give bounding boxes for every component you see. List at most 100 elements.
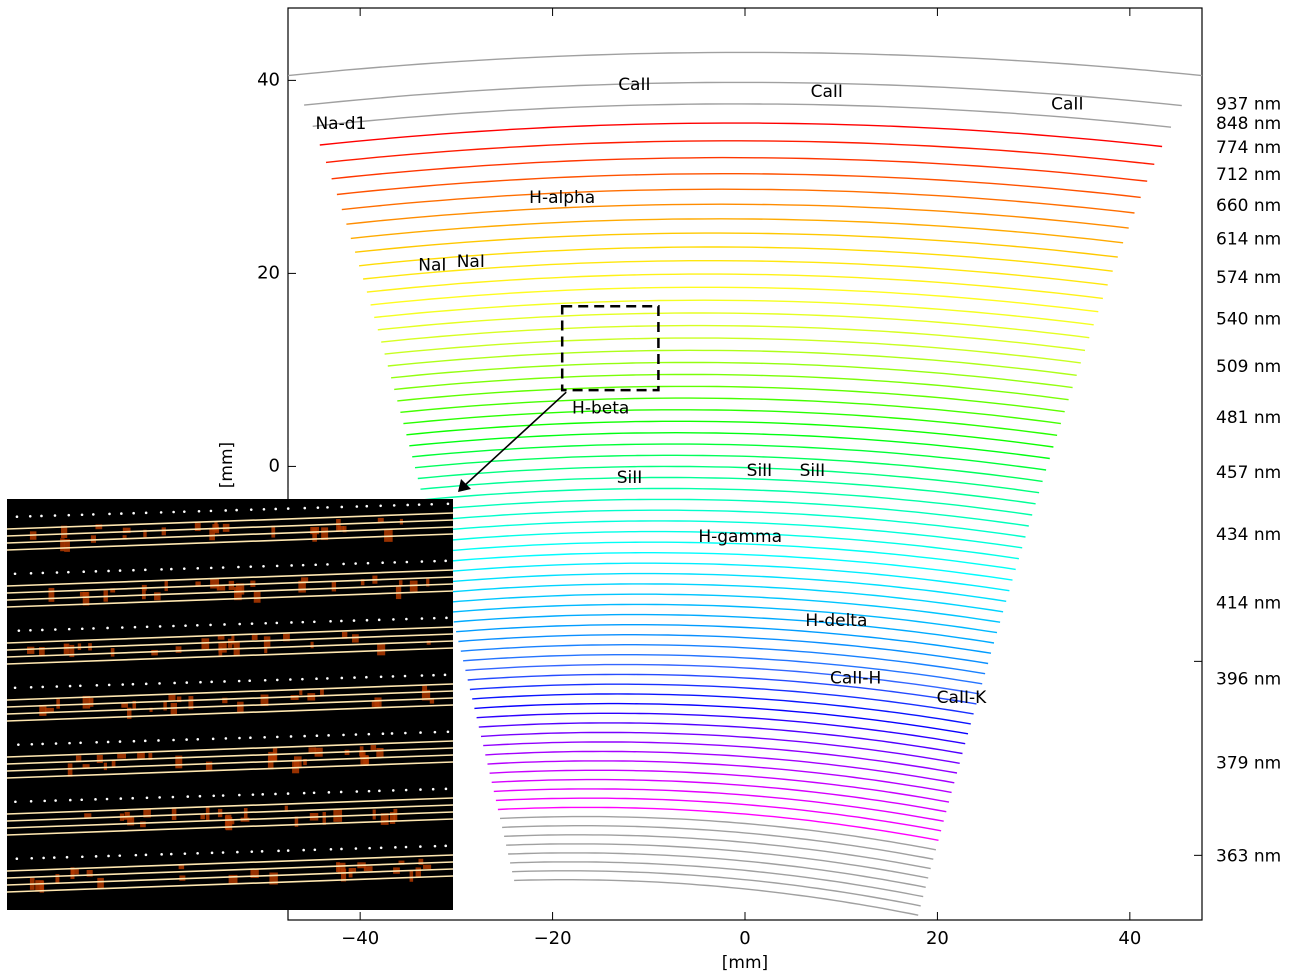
inset-dot <box>249 508 253 511</box>
inset-dot <box>94 855 98 858</box>
inset-dot <box>171 795 175 799</box>
inset-dot <box>53 514 57 517</box>
inset-dot <box>105 797 109 801</box>
inset-dot <box>160 853 163 856</box>
inset-spot <box>299 689 303 696</box>
inset-dot <box>433 559 436 563</box>
inset-trace <box>7 683 453 701</box>
echelle-order-line <box>394 373 1069 401</box>
inset-dot <box>303 506 307 510</box>
inset-dot <box>315 677 318 681</box>
inset-dot <box>40 514 43 518</box>
inset-dot <box>95 741 98 744</box>
inset-dot <box>444 787 448 791</box>
inset-spot <box>251 634 258 640</box>
inset-spot <box>269 872 278 885</box>
inset-dot <box>379 846 383 850</box>
inset-dot <box>158 625 162 628</box>
inset-dot <box>431 787 435 791</box>
echelle-order-line <box>366 273 1103 300</box>
echelle-order-line <box>476 712 966 745</box>
inset-spot <box>342 526 347 533</box>
inset-dot <box>393 561 397 564</box>
inset-dot <box>342 562 345 566</box>
echelle-order-line <box>346 203 1129 229</box>
inset-dot <box>420 617 424 620</box>
inset-dot <box>339 790 343 794</box>
inset-spot <box>164 579 168 592</box>
inset-spot <box>70 867 79 875</box>
inset-dot <box>131 682 135 686</box>
inset-dot <box>185 681 189 684</box>
inset-dot <box>106 626 109 630</box>
inset-spot <box>178 865 185 870</box>
inset-dot <box>209 623 212 627</box>
echelle-order-line <box>467 673 977 705</box>
inset-spot <box>268 751 277 762</box>
wavelength-label: 457 nm <box>1216 463 1281 483</box>
echelle-order-line <box>355 232 1118 258</box>
inset-spot <box>210 578 219 589</box>
echelle-order-line <box>374 299 1094 326</box>
inset-dot <box>68 684 72 688</box>
inset-dot <box>275 678 279 682</box>
echelle-order-line <box>312 103 1172 128</box>
inset-dot <box>120 512 123 515</box>
x-tick-label: 0 <box>739 928 750 949</box>
inset-dot <box>312 791 316 795</box>
inset-spot <box>267 756 274 770</box>
inset-spot <box>222 697 228 704</box>
inset-dot <box>446 502 450 506</box>
echelle-order-line <box>359 246 1113 272</box>
inset-dot <box>29 628 32 632</box>
inset-spot <box>264 646 268 654</box>
inset-dot <box>67 627 71 631</box>
inset-spot <box>84 813 92 819</box>
wavelength-label: 660 nm <box>1216 196 1281 216</box>
inset-spot <box>148 752 153 760</box>
inset-trace <box>7 690 453 708</box>
x-tick-label: −40 <box>341 928 379 949</box>
inset-spot <box>39 646 45 657</box>
echelle-order-line <box>370 286 1099 313</box>
inset-spot <box>341 631 348 639</box>
echelle-order-line <box>480 731 960 764</box>
inset-spot <box>143 808 151 818</box>
inset-spot <box>298 580 306 593</box>
inset-spot <box>422 685 428 693</box>
inset-spot <box>117 753 127 759</box>
inset-dot <box>340 847 343 851</box>
inset-dot <box>404 731 407 735</box>
inset-dot <box>286 507 290 510</box>
inset-dot <box>342 733 345 737</box>
inset-dot <box>405 617 408 621</box>
inset-spot <box>205 761 213 771</box>
inset-dot <box>210 680 213 684</box>
inset-dot <box>262 507 266 511</box>
echelle-order-line <box>504 834 931 870</box>
inset-dot <box>251 793 255 796</box>
wavelength-label: 481 nm <box>1216 408 1281 428</box>
inset-spot <box>175 755 183 769</box>
inset-dot <box>433 730 437 734</box>
inset-dot <box>340 676 344 680</box>
inset-spot <box>110 648 115 657</box>
inset-dot <box>365 618 369 622</box>
inset-dot <box>250 850 254 853</box>
inset-trace <box>7 797 453 815</box>
echelle-order-line <box>458 634 989 665</box>
inset-spot <box>290 695 299 700</box>
inset-spot <box>271 525 276 538</box>
inset-spot <box>341 868 347 882</box>
inset-dot <box>29 799 33 803</box>
echelle-order-line <box>428 509 1026 538</box>
inset-dot <box>417 503 421 506</box>
x-tick-label: −20 <box>534 928 572 949</box>
inset-spot <box>253 590 261 603</box>
detector-inset-image <box>7 499 453 910</box>
inset-dot <box>67 570 70 574</box>
inset-spot <box>188 696 194 710</box>
inset-spot <box>48 587 55 602</box>
inset-spot <box>86 870 93 877</box>
inset-dot <box>326 677 329 680</box>
